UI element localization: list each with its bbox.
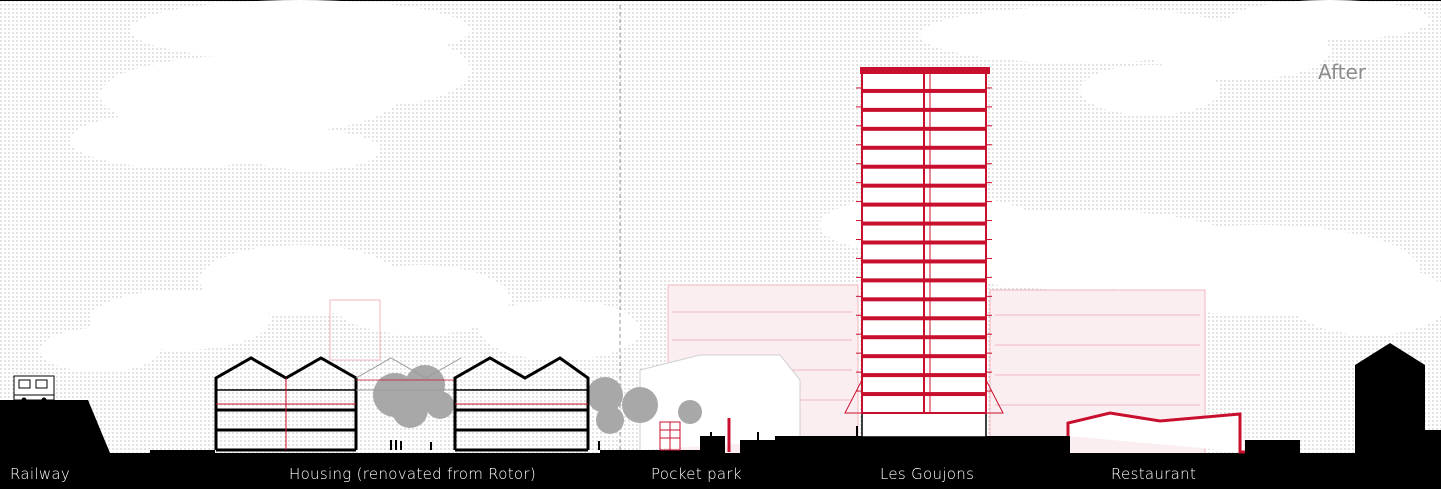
tower-floor-slab bbox=[862, 392, 986, 397]
tower-floor-slab bbox=[862, 145, 986, 150]
tower-floor-slab bbox=[862, 126, 986, 131]
ground bbox=[0, 400, 1441, 489]
label-housing: Housing (renovated from Rotor) bbox=[289, 465, 536, 483]
tower-floor-slab bbox=[862, 316, 986, 321]
tower-floor-slab bbox=[862, 373, 986, 378]
clouds bbox=[40, 0, 1441, 372]
housing-block-left bbox=[214, 356, 358, 452]
tower-floor-slab bbox=[862, 278, 986, 283]
tower-floor-slab bbox=[862, 202, 986, 207]
label-les-goujons: Les Goujons bbox=[880, 465, 975, 483]
tower-floor-slab bbox=[862, 354, 986, 359]
train-icon bbox=[13, 375, 55, 403]
state-label-after: After bbox=[1318, 60, 1367, 84]
trees bbox=[373, 365, 702, 434]
tower-floor-slabs bbox=[856, 87, 992, 397]
housing-block-ghost bbox=[355, 357, 462, 391]
tower-floor-slab bbox=[862, 240, 986, 245]
housing-block-right bbox=[453, 356, 590, 452]
pocket-park-building bbox=[639, 354, 801, 450]
tower-floor-slab bbox=[862, 183, 986, 188]
tower-floor-slab bbox=[862, 297, 986, 302]
tower-floor-slab bbox=[862, 88, 986, 93]
label-railway: Railway bbox=[10, 465, 71, 483]
label-restaurant: Restaurant bbox=[1111, 465, 1197, 483]
tower-floor-slab bbox=[862, 107, 986, 112]
label-pocket-park: Pocket park bbox=[651, 465, 742, 483]
people bbox=[390, 426, 858, 450]
restaurant-building bbox=[1066, 411, 1245, 454]
tower-floor-slab bbox=[862, 221, 986, 226]
tower-les-goujons bbox=[844, 67, 1004, 414]
tower-podium bbox=[861, 412, 987, 438]
pocket-park-kiosk bbox=[659, 418, 731, 452]
tower-floor-slab bbox=[862, 259, 986, 264]
tower-floor-slab bbox=[862, 335, 986, 340]
tower-floor-slab bbox=[862, 164, 986, 169]
dark-house-right bbox=[1355, 343, 1425, 453]
